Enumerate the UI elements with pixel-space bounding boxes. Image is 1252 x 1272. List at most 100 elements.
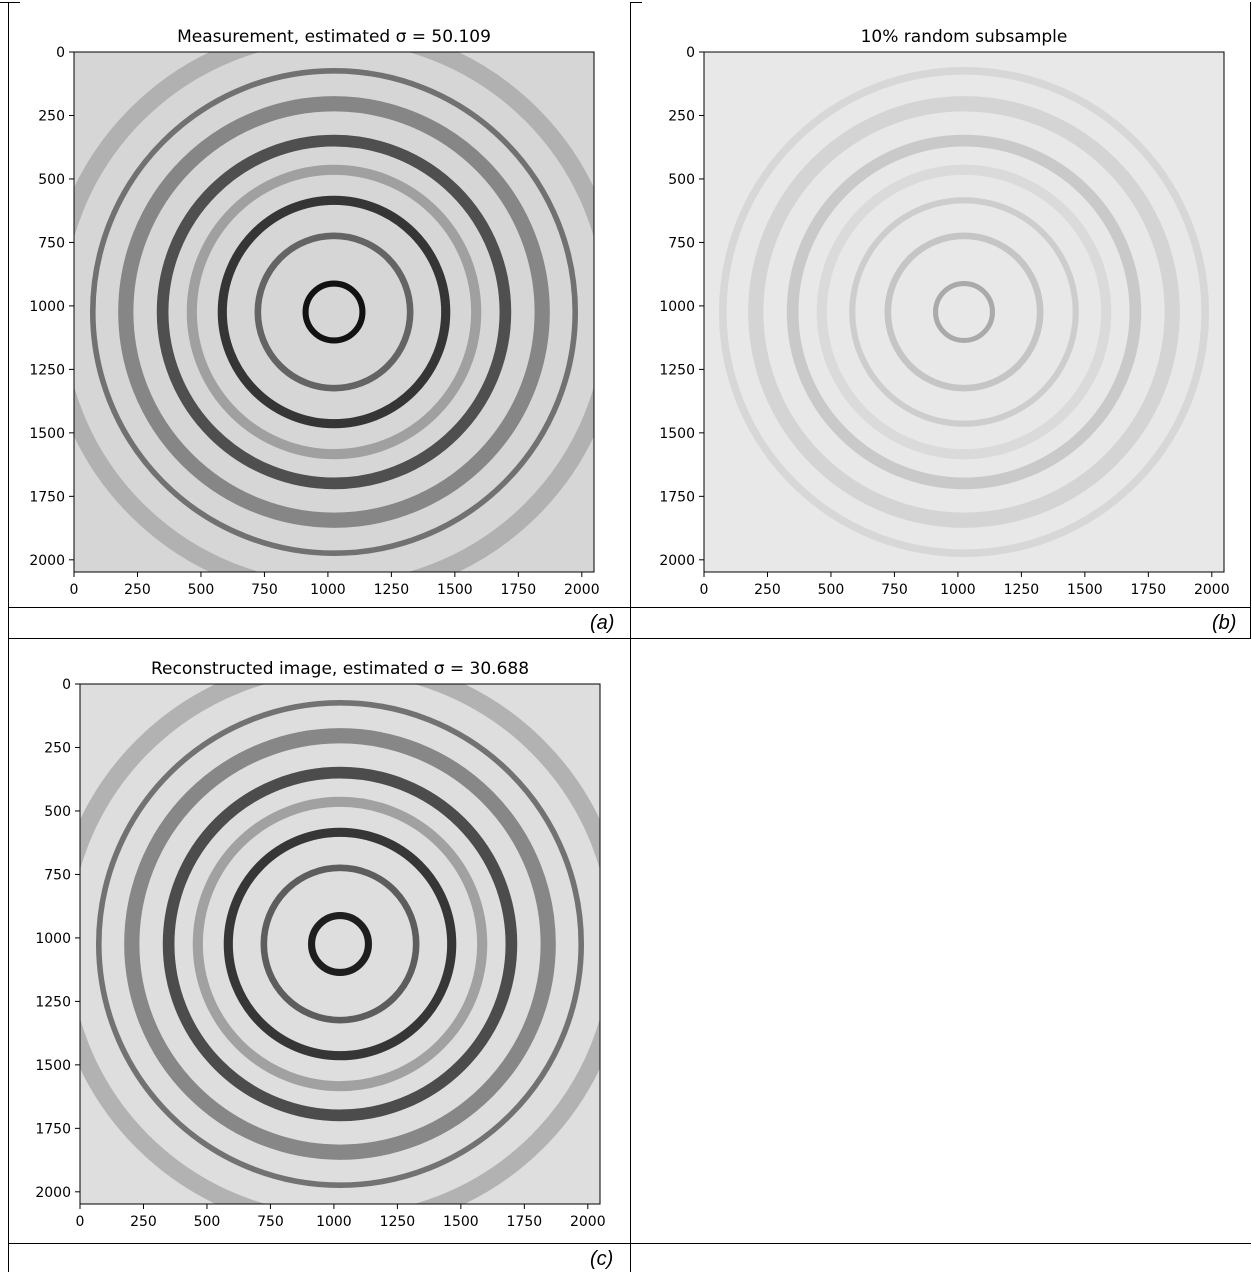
ring-4: [186, 164, 482, 460]
x-tick-label: 1750: [507, 1214, 543, 1230]
table-rule-row1-bottom: [8, 607, 1251, 608]
y-tick-label: 500: [38, 172, 65, 188]
x-tick-label: 2000: [570, 1214, 606, 1230]
y-tick-label: 1250: [659, 362, 695, 378]
x-tick-label: 1000: [310, 582, 346, 598]
x-tick-label: 1750: [1131, 582, 1167, 598]
ring-2: [118, 96, 550, 528]
x-tick-label: 1250: [380, 1214, 416, 1230]
x-tick-label: 500: [188, 582, 215, 598]
y-tick-label: 0: [686, 45, 695, 61]
plot-frame: [703, 51, 1225, 573]
y-tick-label: 1000: [29, 299, 65, 315]
ring-5: [217, 195, 451, 429]
x-tick-label: 2000: [564, 582, 600, 598]
x-tick-label: 500: [194, 1214, 221, 1230]
x-tick-label: 1500: [443, 1214, 479, 1230]
panel-a-plot: Measurement, estimated σ = 50.109 0 250 500…: [29, 27, 600, 598]
panel-b-caption: (b): [1212, 612, 1237, 634]
panel-b: 10% random subsample 0 250 500 750 1000 1250 15…: [640, 12, 1248, 604]
y-tick-label: 1500: [29, 426, 65, 442]
table-rule-top-right: [630, 2, 642, 3]
panel-c-caption: (c): [590, 1248, 614, 1270]
y-tick-label: 750: [44, 867, 71, 883]
plot-frame: [73, 51, 595, 573]
panel-c-title: Reconstructed image, estimated σ = 30.68…: [151, 659, 529, 679]
y-tick-label: 500: [44, 804, 71, 820]
x-tick-label: 250: [124, 582, 151, 598]
y-tick-label: 1750: [659, 489, 695, 505]
x-tick-label: 2000: [1194, 582, 1230, 598]
ring-3: [162, 766, 518, 1122]
x-tick-label: 500: [818, 582, 845, 598]
panel-b-plot: 10% random subsample 0 250 500 750 1000 1250 15…: [659, 27, 1230, 598]
panel-a: Measurement, estimated σ = 50.109 0 250 500…: [10, 12, 626, 604]
x-tick-label: 0: [76, 1214, 85, 1230]
x-tick-label: 1250: [1004, 582, 1040, 598]
ring-2: [124, 728, 556, 1160]
y-tick-label: 750: [668, 235, 695, 251]
x-tick-label: 1250: [374, 582, 410, 598]
y-tick-label: 1250: [35, 994, 71, 1010]
x-tick-label: 0: [700, 582, 709, 598]
ring-1: [95, 699, 585, 1189]
ring-1: [89, 67, 579, 557]
y-tick-label: 250: [38, 108, 65, 124]
table-rule-middle: [630, 2, 631, 1272]
panel-b-title: 10% random subsample: [861, 27, 1068, 47]
y-tick-label: 0: [62, 677, 71, 693]
table-rule-top-left: [0, 2, 20, 3]
ring-5: [884, 232, 1044, 392]
x-tick-label: 250: [130, 1214, 157, 1230]
panel-c: Reconstructed image, estimated σ = 30.68…: [10, 648, 626, 1240]
ring-4: [849, 197, 1079, 427]
y-tick-label: 1750: [29, 489, 65, 505]
table-rule-row2-bottom: [8, 1243, 1251, 1244]
ring-1: [748, 96, 1180, 528]
table-rule-left: [8, 2, 9, 1272]
panel-c-image: [80, 684, 600, 1204]
x-tick-label: 1500: [1067, 582, 1103, 598]
y-tick-label: 0: [56, 45, 65, 61]
y-tick-label: 2000: [35, 1185, 71, 1201]
x-tick-label: 750: [881, 582, 908, 598]
y-tick-label: 1500: [659, 426, 695, 442]
panel-a-title: Measurement, estimated σ = 50.109: [177, 27, 491, 47]
x-tick-label: 1000: [940, 582, 976, 598]
y-tick-label: 250: [44, 740, 71, 756]
plot-frame: [79, 683, 601, 1205]
ring-4: [192, 796, 488, 1092]
x-tick-label: 1500: [437, 582, 473, 598]
panel-a-caption: (a): [590, 612, 615, 634]
panel-b-image: [704, 52, 1224, 572]
y-tick-label: 750: [38, 235, 65, 251]
ring-6: [260, 864, 420, 1024]
table-rule-row1-caption-bottom: [8, 638, 1251, 639]
x-tick-label: 0: [70, 582, 79, 598]
y-tick-label: 1000: [35, 931, 71, 947]
inner-ring: [302, 280, 366, 344]
x-tick-label: 250: [754, 582, 781, 598]
y-tick-label: 1000: [659, 299, 695, 315]
y-tick-label: 1250: [29, 362, 65, 378]
ring-0: [718, 66, 1210, 558]
x-tick-label: 750: [257, 1214, 284, 1230]
y-tick-label: 1500: [35, 1058, 71, 1074]
ring-2: [786, 134, 1142, 490]
x-tick-label: 1000: [316, 1214, 352, 1230]
panel-a-image: [74, 52, 594, 572]
image-background: [704, 52, 1224, 572]
ring-6: [254, 232, 414, 392]
ring-3: [156, 134, 512, 490]
table-rule-right: [1250, 2, 1251, 639]
y-tick-label: 2000: [29, 553, 65, 569]
ring-5: [223, 827, 457, 1061]
y-tick-label: 2000: [659, 553, 695, 569]
y-tick-label: 1750: [35, 1121, 71, 1137]
image-background: [80, 684, 600, 1204]
image-background: [74, 52, 594, 572]
inner-ring: [933, 281, 995, 343]
ring-3: [816, 164, 1112, 460]
y-tick-label: 500: [668, 172, 695, 188]
panel-c-plot: Reconstructed image, estimated σ = 30.68…: [35, 659, 606, 1230]
